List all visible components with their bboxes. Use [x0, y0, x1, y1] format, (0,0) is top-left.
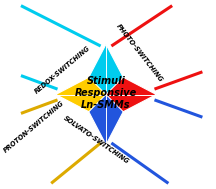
Polygon shape	[89, 44, 123, 94]
Text: REDOX-SWITCHING: REDOX-SWITCHING	[34, 45, 91, 95]
Polygon shape	[56, 77, 106, 112]
Polygon shape	[89, 94, 123, 145]
Polygon shape	[106, 77, 156, 112]
Text: PHOTO-SWITCHING: PHOTO-SWITCHING	[116, 23, 165, 83]
Text: Stimuli
Responsive
Ln-SMMs: Stimuli Responsive Ln-SMMs	[75, 76, 137, 110]
Text: SOLVATO-SWITCHING: SOLVATO-SWITCHING	[63, 115, 130, 165]
Text: PROTON-SWITCHING: PROTON-SWITCHING	[3, 100, 65, 154]
